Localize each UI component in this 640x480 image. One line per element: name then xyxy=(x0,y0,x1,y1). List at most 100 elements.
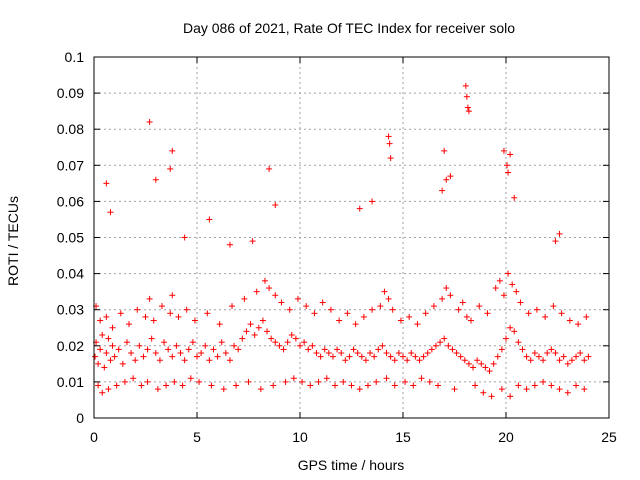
data-point xyxy=(367,350,374,357)
data-point xyxy=(134,306,141,313)
data-point xyxy=(210,346,217,353)
data-point xyxy=(107,357,114,364)
data-point xyxy=(435,382,442,389)
data-point xyxy=(414,321,421,328)
data-point xyxy=(272,292,279,299)
data-point xyxy=(107,209,114,216)
data-point xyxy=(156,357,163,364)
x-axis-label: GPS time / hours xyxy=(298,457,405,473)
data-point xyxy=(109,342,116,349)
data-point xyxy=(109,324,116,331)
data-point xyxy=(556,230,563,237)
data-point xyxy=(187,375,194,382)
data-point xyxy=(437,339,444,346)
data-point xyxy=(144,346,151,353)
data-point xyxy=(130,375,137,382)
data-point xyxy=(377,303,384,310)
data-point xyxy=(462,82,469,89)
data-point xyxy=(358,353,365,360)
data-point xyxy=(402,378,409,385)
data-point xyxy=(550,303,557,310)
data-point xyxy=(158,303,165,310)
data-point xyxy=(527,357,534,364)
y-tick-label: 0.05 xyxy=(57,230,84,246)
data-point xyxy=(556,386,563,393)
data-point xyxy=(294,295,301,302)
data-point xyxy=(387,155,394,162)
data-point xyxy=(478,360,485,367)
data-point xyxy=(173,342,180,349)
data-point xyxy=(474,357,481,364)
data-point xyxy=(511,328,518,335)
data-point xyxy=(455,306,462,313)
data-point xyxy=(177,350,184,357)
data-point xyxy=(150,317,157,324)
data-point xyxy=(356,386,363,393)
data-point xyxy=(282,378,289,385)
data-point xyxy=(428,346,435,353)
data-point xyxy=(356,205,363,212)
data-point xyxy=(181,357,188,364)
data-point xyxy=(424,350,431,357)
data-point xyxy=(408,350,415,357)
data-point xyxy=(350,346,357,353)
data-point xyxy=(245,378,252,385)
data-point xyxy=(500,292,507,299)
data-point xyxy=(515,382,522,389)
data-point xyxy=(457,353,464,360)
data-point xyxy=(128,350,135,357)
data-point xyxy=(123,339,130,346)
data-point xyxy=(577,350,584,357)
data-point xyxy=(400,353,406,360)
data-point xyxy=(305,346,312,353)
data-point xyxy=(465,108,472,115)
data-point xyxy=(99,389,106,396)
data-point xyxy=(196,378,203,385)
data-point xyxy=(509,281,516,288)
data-point xyxy=(126,321,133,328)
data-point xyxy=(389,306,396,313)
grid xyxy=(94,57,609,418)
data-point xyxy=(189,339,196,346)
data-point xyxy=(103,180,110,187)
data-point xyxy=(214,353,221,360)
data-point xyxy=(325,350,332,357)
y-tick-label: 0.04 xyxy=(57,266,84,282)
data-point xyxy=(292,335,299,342)
data-point xyxy=(540,357,547,364)
data-point xyxy=(167,165,174,172)
data-point xyxy=(453,350,460,357)
data-point xyxy=(179,382,186,389)
data-point xyxy=(566,317,573,324)
y-tick-label: 0.06 xyxy=(57,193,84,209)
data-point xyxy=(303,303,310,310)
data-point xyxy=(573,382,580,389)
data-point xyxy=(552,238,559,245)
data-point xyxy=(235,346,242,353)
data-point xyxy=(290,375,297,382)
x-tick-label: 25 xyxy=(601,429,617,445)
y-tick-label: 0.02 xyxy=(57,338,84,354)
data-point xyxy=(465,360,472,367)
data-point xyxy=(564,389,571,396)
data-point xyxy=(313,350,320,357)
data-point xyxy=(222,350,229,357)
data-point xyxy=(581,386,588,393)
data-point xyxy=(233,382,240,389)
data-point xyxy=(443,285,450,292)
data-point xyxy=(208,382,215,389)
data-point xyxy=(348,382,355,389)
data-point xyxy=(490,360,497,367)
data-point xyxy=(352,321,359,328)
data-point xyxy=(204,310,211,317)
data-point xyxy=(334,346,341,353)
data-point xyxy=(239,335,246,342)
data-point xyxy=(194,353,200,360)
data-point xyxy=(92,353,99,360)
data-point xyxy=(309,342,316,349)
data-point xyxy=(284,339,291,346)
data-point xyxy=(511,194,518,201)
data-point xyxy=(556,357,563,364)
data-point xyxy=(323,375,330,382)
data-point xyxy=(163,382,170,389)
